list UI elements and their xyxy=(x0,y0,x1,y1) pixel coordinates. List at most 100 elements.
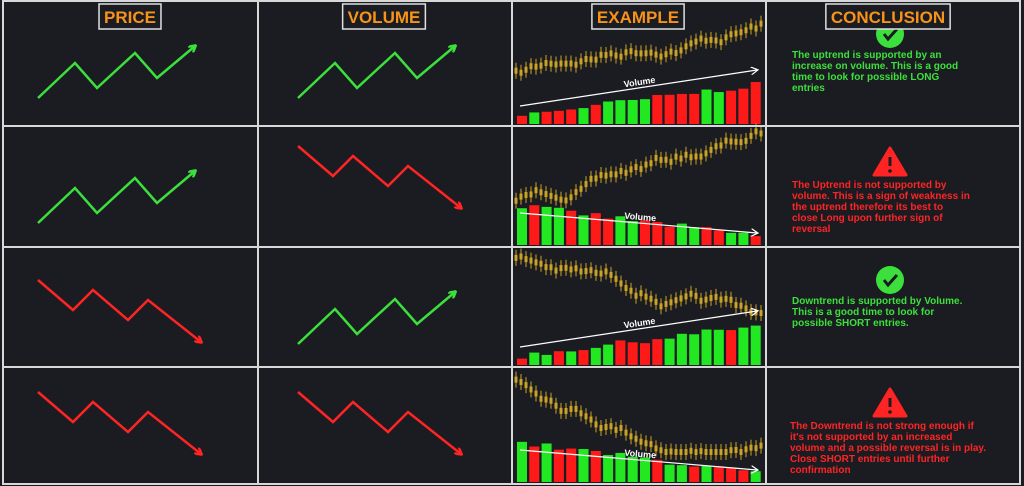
candle-body xyxy=(749,132,753,139)
volume-bar xyxy=(738,470,749,482)
candle-body xyxy=(539,189,543,196)
volume-bar xyxy=(640,343,650,365)
candle-body xyxy=(514,67,518,74)
candle-body xyxy=(529,63,533,70)
volume-bar xyxy=(726,232,737,245)
volume-bar xyxy=(590,450,601,482)
volume-bar xyxy=(726,467,737,482)
candle-body xyxy=(644,293,648,300)
candle-body xyxy=(649,49,653,56)
candle-body xyxy=(564,197,568,204)
volume-bar xyxy=(566,351,577,365)
check-mark xyxy=(882,27,899,42)
volume-bar xyxy=(701,329,712,365)
volume-bar xyxy=(578,350,589,365)
candle-body xyxy=(639,165,643,172)
header-box xyxy=(341,3,427,30)
candle-body xyxy=(649,441,653,448)
candle-body xyxy=(709,146,713,153)
candle-body xyxy=(579,410,583,417)
candle-body xyxy=(604,423,608,430)
candle-body xyxy=(594,421,598,428)
candle-body xyxy=(559,196,563,203)
candle-body xyxy=(714,293,718,300)
volume-bar xyxy=(603,218,614,245)
volume-bar xyxy=(627,456,638,482)
volume-bar xyxy=(713,329,724,365)
trend-arrow xyxy=(37,391,201,454)
candle-body xyxy=(694,449,698,455)
candle-body xyxy=(614,426,618,433)
candle-body xyxy=(759,20,763,27)
candle-body xyxy=(634,164,638,171)
conclusion-line: close Long upon further sign of xyxy=(792,213,943,224)
candle-body xyxy=(704,449,708,455)
volume-bar xyxy=(553,449,564,482)
candle-body xyxy=(569,60,573,67)
candle-body xyxy=(679,449,683,455)
volume-bar xyxy=(652,459,663,482)
candle-body xyxy=(599,270,603,277)
candle-body xyxy=(659,303,663,310)
candle-body xyxy=(639,290,643,297)
candle-body xyxy=(644,440,648,447)
candle-body xyxy=(519,193,523,200)
candle-body xyxy=(739,449,743,455)
candle-body xyxy=(724,449,728,455)
candle-body xyxy=(739,29,743,36)
candle-body xyxy=(674,297,678,304)
candle-body xyxy=(534,390,538,397)
candle-body xyxy=(744,137,748,144)
candle-body xyxy=(664,51,668,58)
candle-body xyxy=(574,189,578,196)
candle-body xyxy=(624,429,628,436)
candle-body xyxy=(684,449,688,455)
volume-arrow xyxy=(519,449,757,470)
candle-body xyxy=(614,171,618,178)
candle-body xyxy=(624,285,628,292)
candle-body xyxy=(694,153,698,160)
candle-body xyxy=(704,296,708,303)
volume-bar xyxy=(701,465,712,482)
candle-body xyxy=(689,290,693,297)
candle-body xyxy=(704,37,708,44)
candle-body xyxy=(529,386,533,393)
volume-bar xyxy=(529,112,540,124)
candle-body xyxy=(639,438,643,445)
candle-body xyxy=(694,38,698,45)
volume-bar xyxy=(615,452,626,482)
conclusion-line: the uptrend therefore its best to xyxy=(792,202,943,213)
candle-body xyxy=(649,295,653,302)
candle-body xyxy=(614,275,618,282)
header-cell: PRICE xyxy=(98,3,162,30)
volume-bar xyxy=(566,210,577,245)
volume-label: Volume xyxy=(623,316,656,331)
candle-body xyxy=(554,402,558,409)
candle-body xyxy=(584,413,588,420)
candle-body xyxy=(689,154,693,161)
candle-body xyxy=(554,194,558,201)
candle-body xyxy=(654,51,658,58)
candle-body xyxy=(559,407,563,414)
volume-bar xyxy=(590,104,601,124)
candle-body xyxy=(564,407,568,414)
volume-bar xyxy=(689,466,700,482)
candle-body xyxy=(544,191,548,198)
candle-body xyxy=(619,280,623,287)
candle-body xyxy=(674,50,678,57)
candle-body xyxy=(734,446,738,453)
volume-label: Volume xyxy=(624,211,657,224)
volume-bar xyxy=(664,464,675,482)
candle-body xyxy=(719,449,723,455)
candle-body xyxy=(659,447,663,454)
volume-bar xyxy=(713,92,724,124)
volume-bar xyxy=(701,89,712,124)
candle-body xyxy=(549,397,553,404)
candle-body xyxy=(759,130,763,137)
candle-body xyxy=(649,160,653,167)
candle-body xyxy=(739,302,743,309)
volume-bar xyxy=(652,339,663,365)
candle-body xyxy=(584,181,588,188)
candle-body xyxy=(719,142,723,149)
